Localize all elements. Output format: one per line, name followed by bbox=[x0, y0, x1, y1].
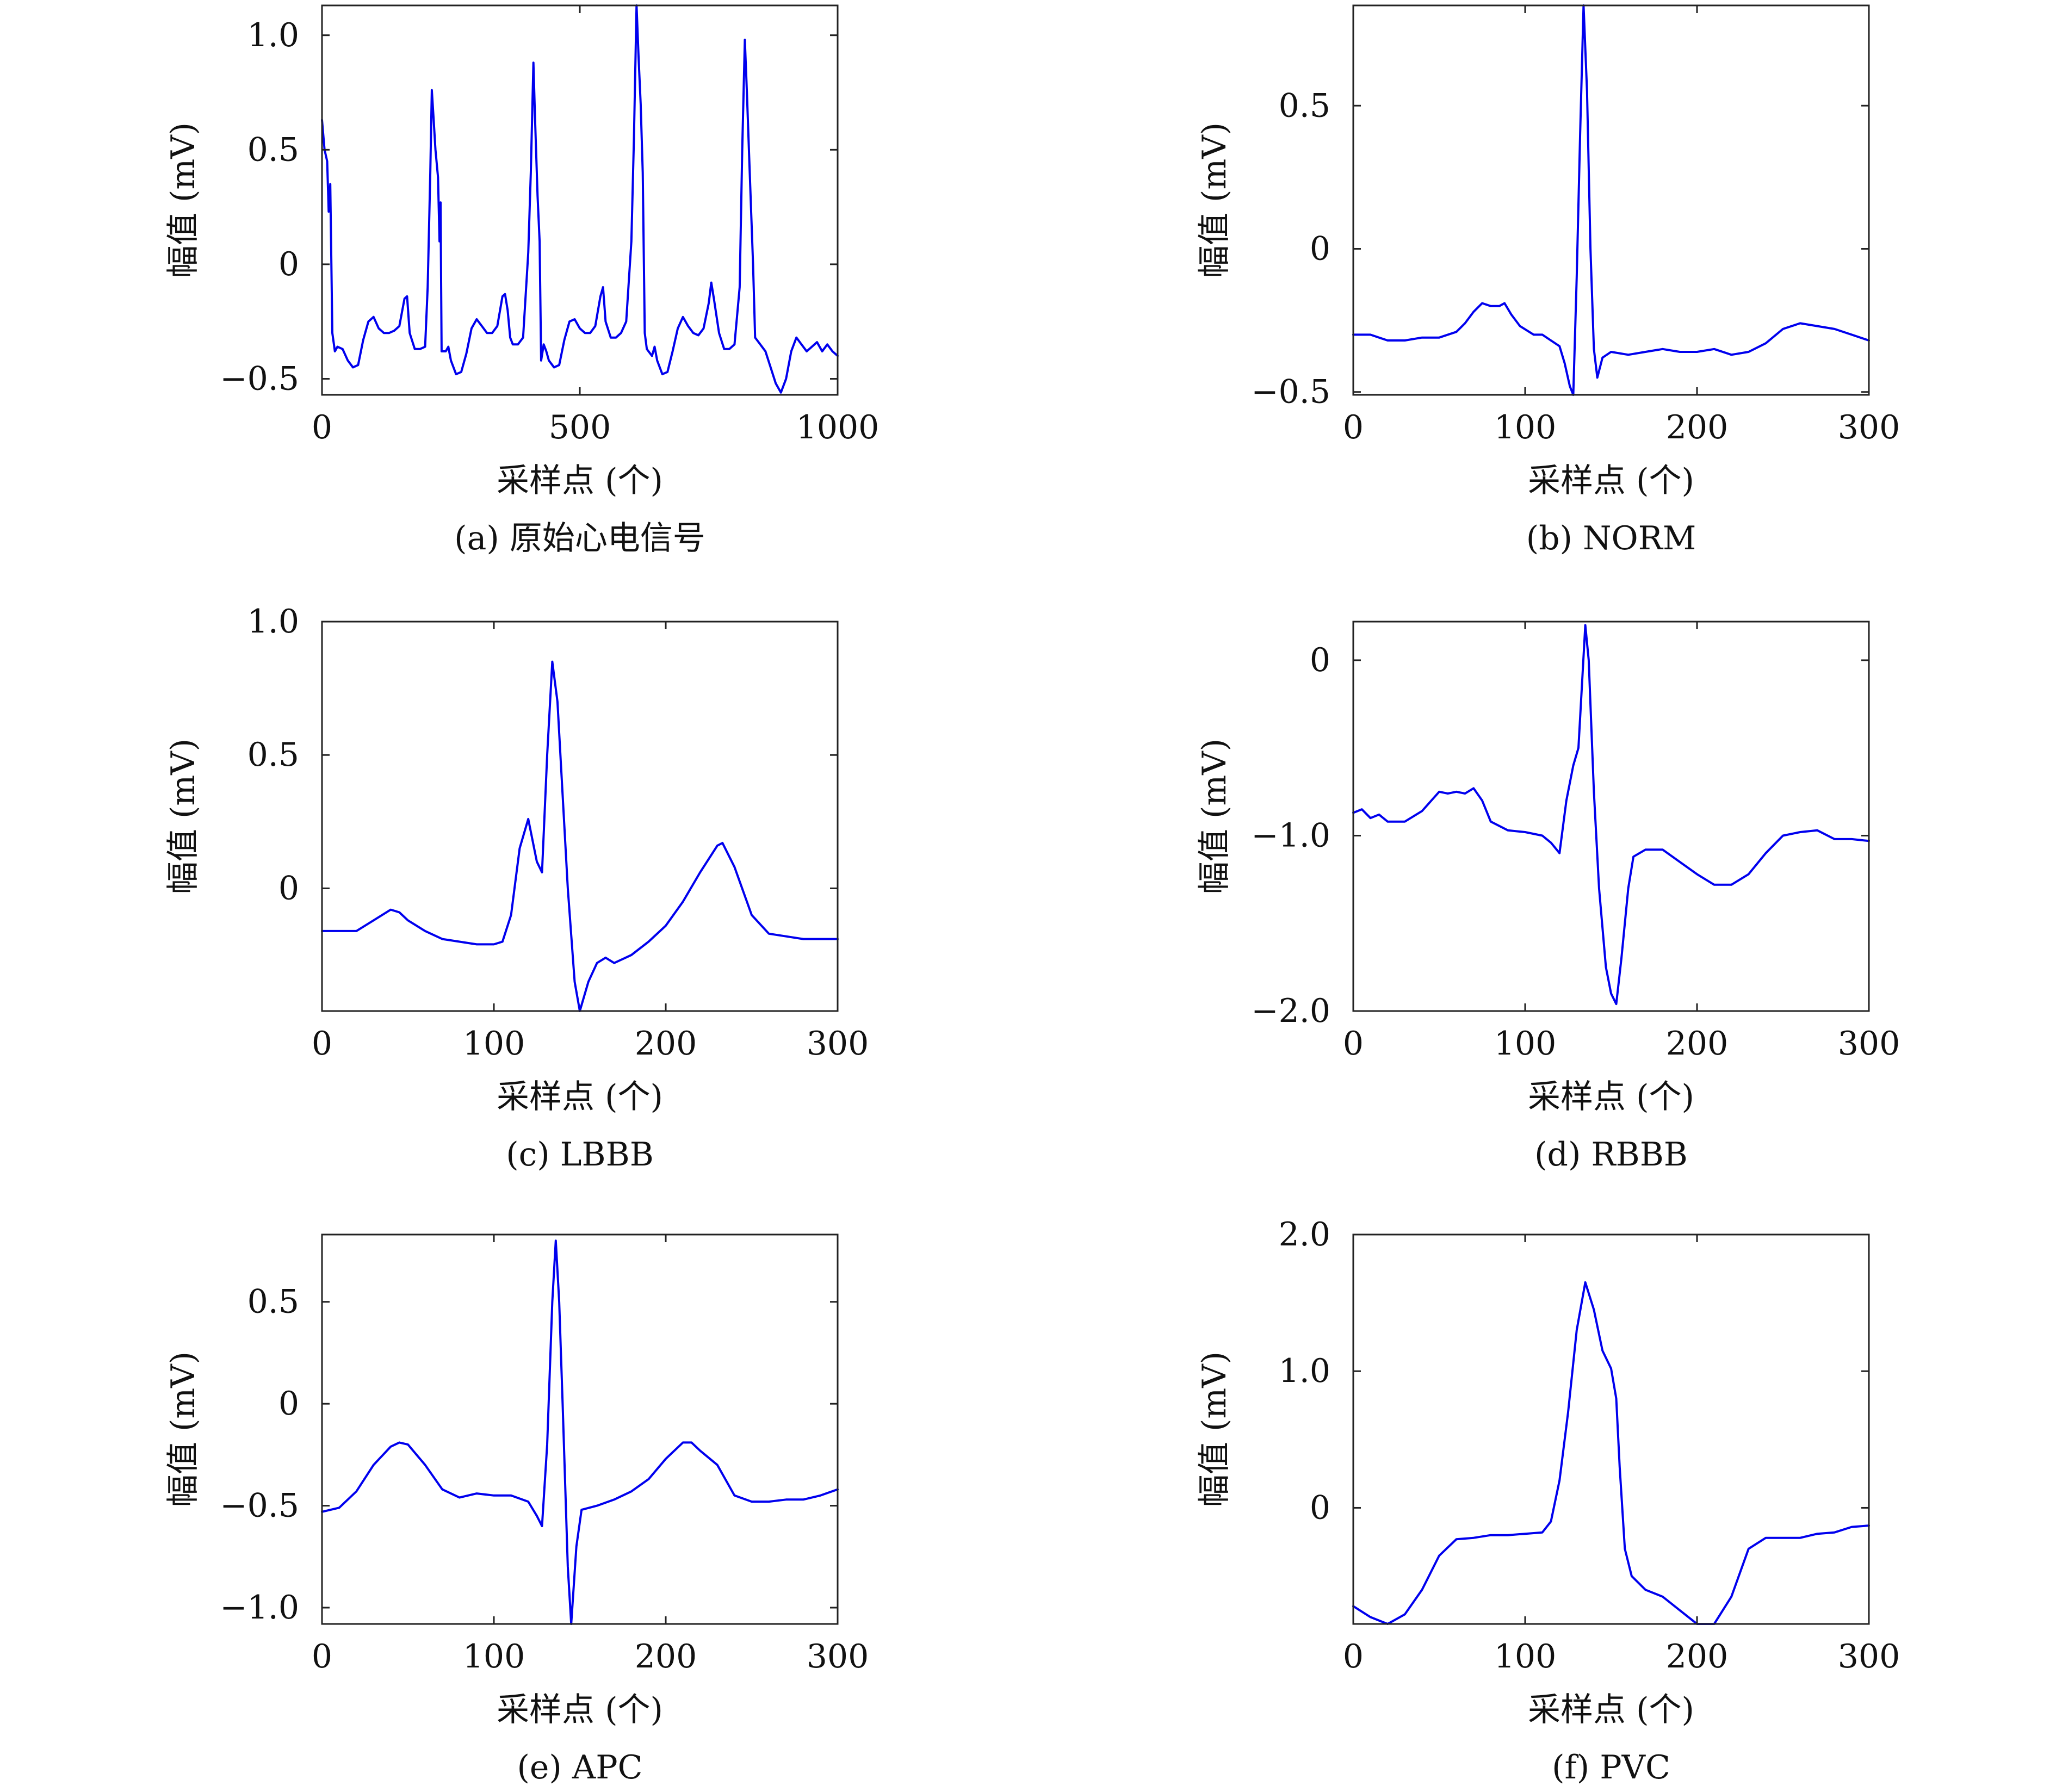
x-axis-title: 采样点 (个) bbox=[497, 1078, 663, 1116]
y-tick-label: 0.5 bbox=[247, 736, 299, 774]
signal-line-b bbox=[1352, 4, 1870, 396]
y-tick-label: 0.5 bbox=[1279, 86, 1330, 125]
x-tick-label: 300 bbox=[1838, 1025, 1900, 1063]
x-tick-label: 200 bbox=[1666, 408, 1729, 447]
panel-b: (b) NORM 0 100 200 300 −0.5 0 0.5 采样点 (个) 幅值 (mV… bbox=[1196, 4, 1900, 557]
caption-e: (e) APC bbox=[517, 1748, 642, 1787]
panel-d: (d) RBBB 0 100 200 300 −2.0 −1.0 0 采样点 (个) 幅值 (m… bbox=[1196, 621, 1900, 1174]
y-tick-label: 2.0 bbox=[1279, 1216, 1330, 1254]
y-tick-label: 0 bbox=[278, 1385, 299, 1423]
x-tick-label: 500 bbox=[549, 408, 611, 447]
x-axis-title: 采样点 (个) bbox=[1528, 1078, 1694, 1116]
y-tick-label: −0.5 bbox=[1251, 373, 1330, 411]
caption-c: (c) LBBB bbox=[506, 1136, 654, 1174]
x-tick-label: 0 bbox=[312, 1025, 332, 1063]
panel-c: (c) LBBB 0 100 200 300 0 0.5 1.0 采样点 (个) 幅值 (mV) bbox=[164, 603, 869, 1174]
x-axis-title: 采样点 (个) bbox=[497, 462, 663, 500]
signal-line-c bbox=[321, 660, 839, 1012]
caption-b: (b) NORM bbox=[1526, 519, 1696, 557]
y-tick-label: −2.0 bbox=[1251, 992, 1330, 1030]
y-tick-label: −0.5 bbox=[220, 1487, 299, 1525]
y-tick-label: −1.0 bbox=[220, 1589, 299, 1627]
x-tick-label: 300 bbox=[807, 1025, 869, 1063]
x-tick-label: 200 bbox=[635, 1025, 697, 1063]
x-axis-title: 采样点 (个) bbox=[1528, 1691, 1694, 1729]
y-tick-label: 0.5 bbox=[247, 131, 299, 169]
caption-a: (a) 原始心电信号 bbox=[454, 519, 705, 557]
x-tick-label: 100 bbox=[1494, 1638, 1557, 1676]
plot-frame-d bbox=[1352, 621, 1870, 1012]
y-tick-label: 0 bbox=[278, 245, 299, 283]
y-tick-label: 0 bbox=[278, 869, 299, 907]
plot-frame-c bbox=[321, 621, 839, 1012]
x-tick-label: 100 bbox=[463, 1025, 525, 1063]
caption-f: (f) PVC bbox=[1552, 1748, 1670, 1787]
y-axis-title: 幅值 (mV) bbox=[1196, 122, 1234, 278]
y-tick-label: 0 bbox=[1310, 230, 1330, 268]
plot-frame-f bbox=[1352, 1233, 1870, 1625]
y-tick-label: 0 bbox=[1310, 1489, 1330, 1527]
y-axis-title: 幅值 (mV) bbox=[164, 122, 202, 278]
y-axis-title: 幅值 (mV) bbox=[1196, 739, 1234, 894]
plot-frame-a bbox=[321, 4, 839, 396]
y-tick-label: 1.0 bbox=[247, 16, 299, 54]
x-tick-label: 300 bbox=[1838, 408, 1900, 447]
signal-line-d bbox=[1352, 624, 1870, 1006]
x-tick-label: 0 bbox=[1343, 1025, 1364, 1063]
x-tick-label: 300 bbox=[807, 1638, 869, 1676]
caption-d: (d) RBBB bbox=[1534, 1136, 1688, 1174]
y-tick-label: 1.0 bbox=[247, 603, 299, 641]
x-tick-label: 200 bbox=[1666, 1025, 1729, 1063]
panel-e: (e) APC 0 100 200 300 −1.0 −0.5 0 0.5 采样点 (个) 幅值 … bbox=[164, 1233, 869, 1787]
plot-frame-b bbox=[1352, 4, 1870, 396]
y-axis-title: 幅值 (mV) bbox=[1196, 1351, 1234, 1507]
x-tick-label: 0 bbox=[312, 1638, 332, 1676]
x-tick-label: 0 bbox=[312, 408, 332, 447]
y-axis-title: 幅值 (mV) bbox=[164, 1351, 202, 1507]
x-tick-label: 200 bbox=[635, 1638, 697, 1676]
y-tick-label: 0.5 bbox=[247, 1283, 299, 1321]
panel-f: (f) PVC 0 100 200 300 0 1.0 2.0 采样点 (个) 幅值 (mV) bbox=[1196, 1216, 1900, 1787]
x-tick-label: 200 bbox=[1666, 1638, 1729, 1676]
signal-line-e bbox=[321, 1239, 839, 1625]
y-tick-label: 1.0 bbox=[1279, 1352, 1330, 1390]
x-tick-label: 100 bbox=[1494, 1025, 1557, 1063]
x-tick-label: 0 bbox=[1343, 1638, 1364, 1676]
x-axis-title: 采样点 (个) bbox=[1528, 462, 1694, 500]
x-tick-label: 100 bbox=[463, 1638, 525, 1676]
y-tick-label: −1.0 bbox=[1251, 816, 1330, 854]
x-axis-title: 采样点 (个) bbox=[497, 1691, 663, 1729]
panel-a: (a) 原始心电信号 0 500 1000 −0.5 0 0.5 1.0 采样点 (个) 幅值 … bbox=[164, 4, 880, 557]
signal-line-a bbox=[321, 4, 839, 394]
x-tick-label: 300 bbox=[1838, 1638, 1900, 1676]
plot-frame-e bbox=[321, 1233, 839, 1625]
x-tick-label: 100 bbox=[1494, 408, 1557, 447]
y-tick-label: 0 bbox=[1310, 641, 1330, 679]
x-tick-label: 1000 bbox=[796, 408, 880, 447]
x-tick-label: 0 bbox=[1343, 408, 1364, 447]
signal-line-f bbox=[1352, 1281, 1870, 1625]
y-tick-label: −0.5 bbox=[220, 360, 299, 398]
y-axis-title: 幅值 (mV) bbox=[164, 739, 202, 894]
